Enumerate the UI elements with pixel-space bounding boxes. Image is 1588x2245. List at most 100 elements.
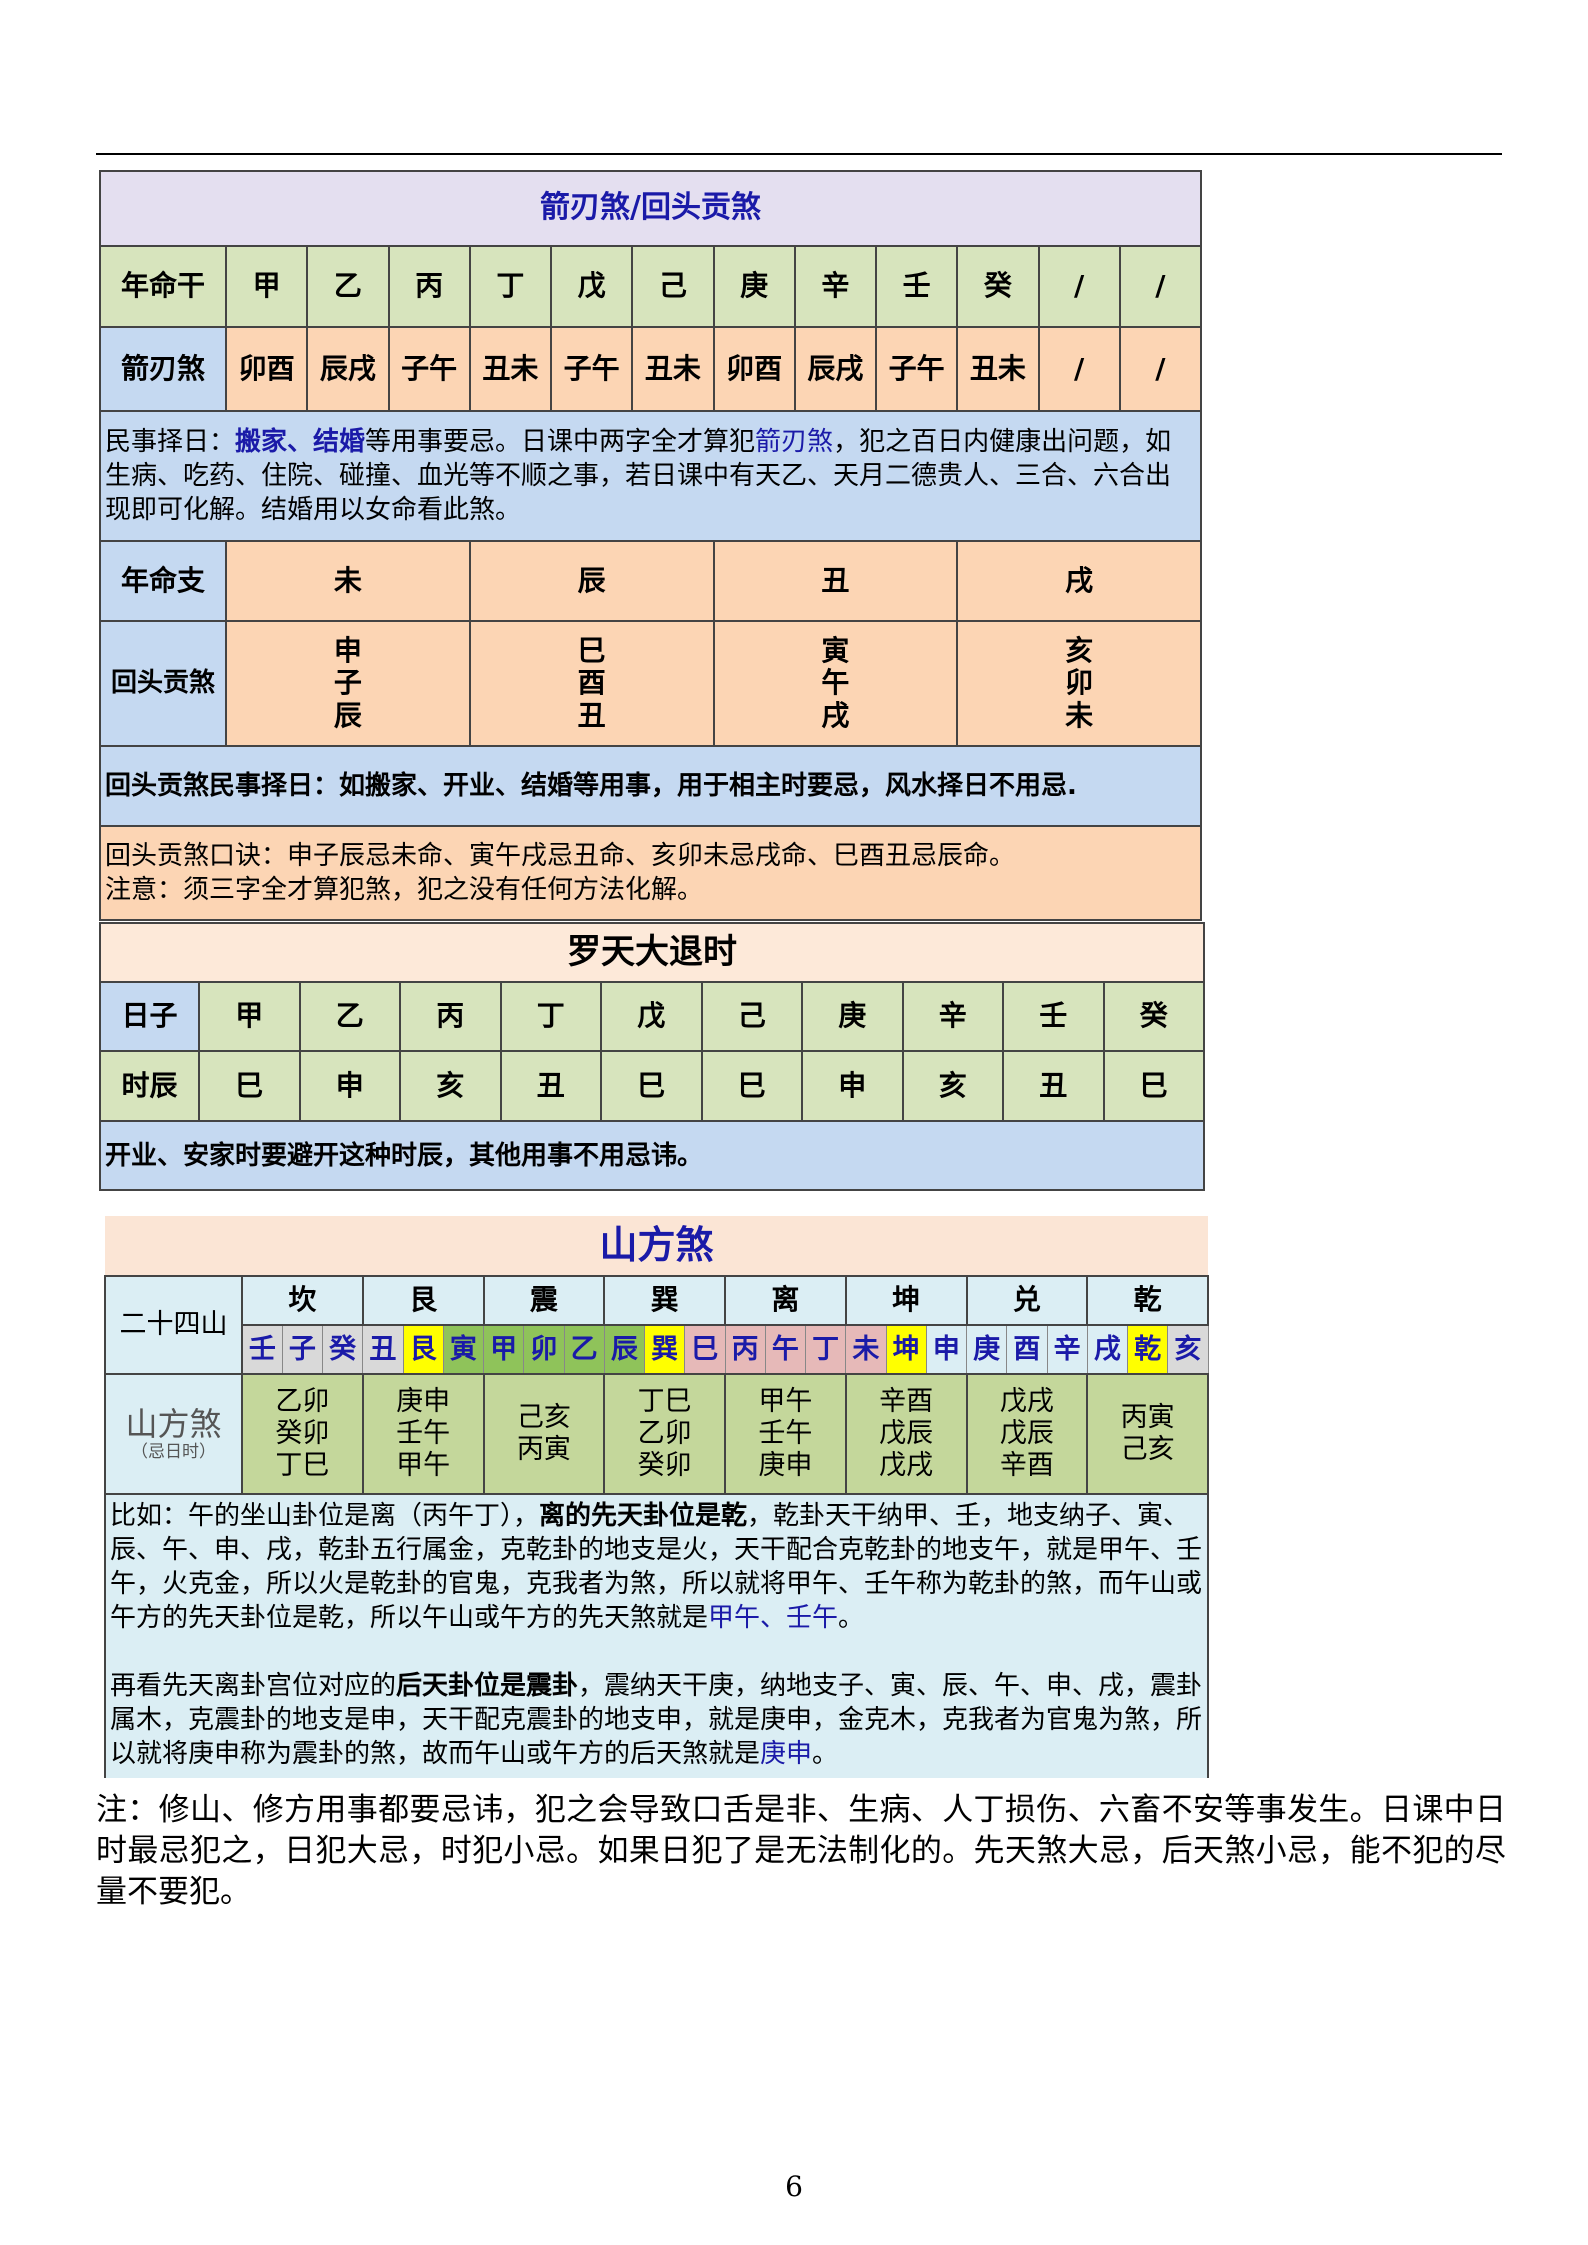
cell-line: 未	[1065, 698, 1094, 732]
row-label: 回头贡煞	[99, 620, 227, 747]
table-cell: 申子辰	[225, 620, 471, 747]
table-cell: 己	[700, 981, 803, 1052]
mountain-cell: 酉	[1006, 1324, 1048, 1375]
text-segment: 搬家、结婚	[235, 427, 366, 457]
table-cell: 丁	[468, 245, 553, 328]
cell-line: 酉	[577, 666, 606, 700]
table-cell: 戌	[956, 540, 1202, 622]
mountain-cell: 乾	[1126, 1324, 1169, 1375]
table-cell: 辰戌	[306, 326, 390, 412]
table-cell: 丙	[399, 981, 502, 1052]
mnemonic-line: 回头贡煞口诀：申子辰忌未命、寅午戌忌丑命、亥卯未忌戌命、巳酉丑忌辰命。	[105, 841, 1016, 871]
gua-cell: 震	[482, 1275, 606, 1326]
table-cell: 丑	[499, 1050, 602, 1122]
shanfang-cell: 乙卯 癸卯 丁巳	[241, 1373, 364, 1495]
page-number: 6	[785, 2170, 803, 2203]
cell-line: 乙卯	[637, 1418, 692, 1449]
mountain-cell: 寅	[442, 1324, 485, 1375]
mountain-cell: 巽	[643, 1324, 686, 1375]
cell-line: 己亥	[516, 1402, 571, 1433]
gua-cell: 坤	[844, 1275, 968, 1326]
table-cell: /	[1037, 326, 1121, 412]
mountain-cell: 亥	[1167, 1324, 1209, 1375]
shanfang-cell: 丙寅 己亥	[1086, 1373, 1209, 1495]
table-cell: 辰戌	[793, 326, 878, 412]
cell-line: 戊辰	[879, 1418, 934, 1449]
table-cell: 寅午戌	[712, 620, 959, 747]
table-cell: 癸	[956, 245, 1040, 328]
table-cell: 丑未	[468, 326, 553, 412]
shanfang-cell: 戊戌 戊辰 辛酉	[965, 1373, 1089, 1495]
cell-line: 癸卯	[637, 1450, 692, 1481]
row-nianming-zhi: 年命支未辰丑戌	[99, 540, 1202, 622]
shanfang-cell: 丁巳 乙卯 癸卯	[603, 1373, 726, 1495]
houtian-paragraph: 再看先天离卦宫位对应的后天卦位是震卦，震纳天干庚，纳地支子、寅、辰、午、申、戌，…	[110, 1669, 1203, 1771]
table-cell: 壬	[1002, 981, 1105, 1052]
table-cell: 己	[631, 245, 715, 328]
cell-line: 甲午	[758, 1386, 813, 1417]
table-title: 山方煞	[105, 1216, 1208, 1276]
text-segment: 甲午、壬午	[708, 1603, 839, 1633]
table-cell: 丙	[387, 245, 471, 328]
huitou-note: 回头贡煞民事择日：如搬家、开业、结婚等用事，用于相主时要忌，风水择日不用忌.	[99, 745, 1202, 827]
table-cell: 甲	[224, 245, 309, 328]
mountain-cell: 未	[845, 1324, 887, 1375]
luotian-note: 开业、安家时要避开这种时辰，其他用事不用忌讳。	[99, 1120, 1205, 1191]
mountain-cell: 戌	[1086, 1324, 1129, 1375]
gua-cell: 离	[724, 1275, 847, 1326]
table-cell: 乙	[306, 245, 390, 328]
mountain-cell: 丁	[804, 1324, 847, 1375]
cell-line: 壬午	[396, 1418, 451, 1449]
huitou-mnemonic: 回头贡煞口诀：申子辰忌未命、寅午戌忌丑命、亥卯未忌戌命、巳酉丑忌辰命。 注意：须三…	[99, 825, 1202, 921]
cell-line: 辛酉	[879, 1386, 934, 1417]
caution-line: 注意：须三字全才算犯煞，犯之没有任何方法化解。	[105, 875, 704, 905]
mountain-cell: 卯	[523, 1324, 565, 1375]
jianren-huitou-table: 箭刃煞/回头贡煞 年命干甲乙丙丁戊己庚辛壬癸 / / 箭刃煞 卯酉 辰戌 子午 丑未 子午 丑未…	[99, 170, 1203, 542]
cell-line: 巳	[577, 634, 606, 668]
table-cell: 巳	[600, 1050, 703, 1122]
table-cell: 丁	[499, 981, 602, 1052]
cell-line: 戌	[821, 698, 850, 732]
table-cell: 庚	[801, 981, 904, 1052]
mountain-cell: 癸	[321, 1324, 364, 1375]
jianren-description: 民事择日：搬家、结婚等用事要忌。日课中两字全才算犯箭刃煞，犯之百日内健康出问题，…	[99, 410, 1202, 542]
row-label: 年命支	[99, 540, 227, 622]
table-cell: 巳酉丑	[468, 620, 715, 747]
text-segment: 后天卦位是震卦	[396, 1671, 579, 1701]
text-segment: 庚申	[760, 1739, 813, 1769]
text-segment: 民事择日：	[105, 427, 236, 457]
table-cell: 亥	[901, 1050, 1004, 1122]
cell-line: 甲午	[396, 1450, 451, 1481]
cell-line: 丁巳	[637, 1386, 692, 1417]
gua-cell: 艮	[361, 1275, 485, 1326]
cell-line: 庚申	[396, 1386, 451, 1417]
row-huitou-sha: 回头贡煞申子辰巳酉丑寅午戌亥卯未	[99, 620, 1202, 747]
xiantian-paragraph: 比如：午的坐山卦位是离（丙午丁），离的先天卦位是乾，乾卦天干纳甲、壬，地支纳子、…	[110, 1499, 1203, 1635]
table-cell: 丑	[712, 540, 959, 622]
text-segment: 。	[812, 1739, 839, 1769]
text-segment: ，乾卦天干纳甲、壬，地支纳子、寅、辰、午、申、戌，乾卦五行属金，克乾卦的地支是火…	[110, 1501, 1203, 1633]
text-segment: 等用事要忌。日课中两字全才算犯	[365, 427, 756, 457]
row-jianren-sha: 箭刃煞 卯酉 辰戌 子午 丑未 子午 丑未 卯酉 辰戌 子午 丑未 / /	[99, 326, 1203, 412]
cell-line: 卯	[1065, 666, 1094, 700]
cell-line: 午	[821, 666, 850, 700]
mountain-cell: 申	[925, 1324, 968, 1375]
text-segment: 再看先天离卦宫位对应的	[110, 1671, 397, 1701]
row-label: 箭刃煞	[99, 326, 227, 412]
text-segment: 离的先天卦位是乾	[539, 1501, 748, 1531]
mountain-cell: 巳	[684, 1324, 726, 1375]
cell-line: 丙寅	[516, 1434, 571, 1465]
table-cell: 卯酉	[712, 326, 796, 412]
gua-cell: 兑	[965, 1275, 1089, 1326]
shanfang-cell: 庚申 壬午 甲午	[361, 1373, 485, 1495]
table-cell: 子午	[549, 326, 634, 412]
cell-line: 戊戌	[999, 1386, 1054, 1417]
table-cell: 庚	[712, 245, 796, 328]
cell-line: 辰	[333, 698, 362, 732]
mountain-cell: 坤	[885, 1324, 927, 1375]
cell-line: 丙寅	[1120, 1402, 1175, 1433]
table-cell: 辛	[793, 245, 878, 328]
cell-line: 丁巳	[275, 1450, 330, 1481]
row-gua: 二十四山坎艮震巽离坤兑乾	[104, 1275, 1209, 1375]
gua-cell: 乾	[1086, 1275, 1209, 1326]
